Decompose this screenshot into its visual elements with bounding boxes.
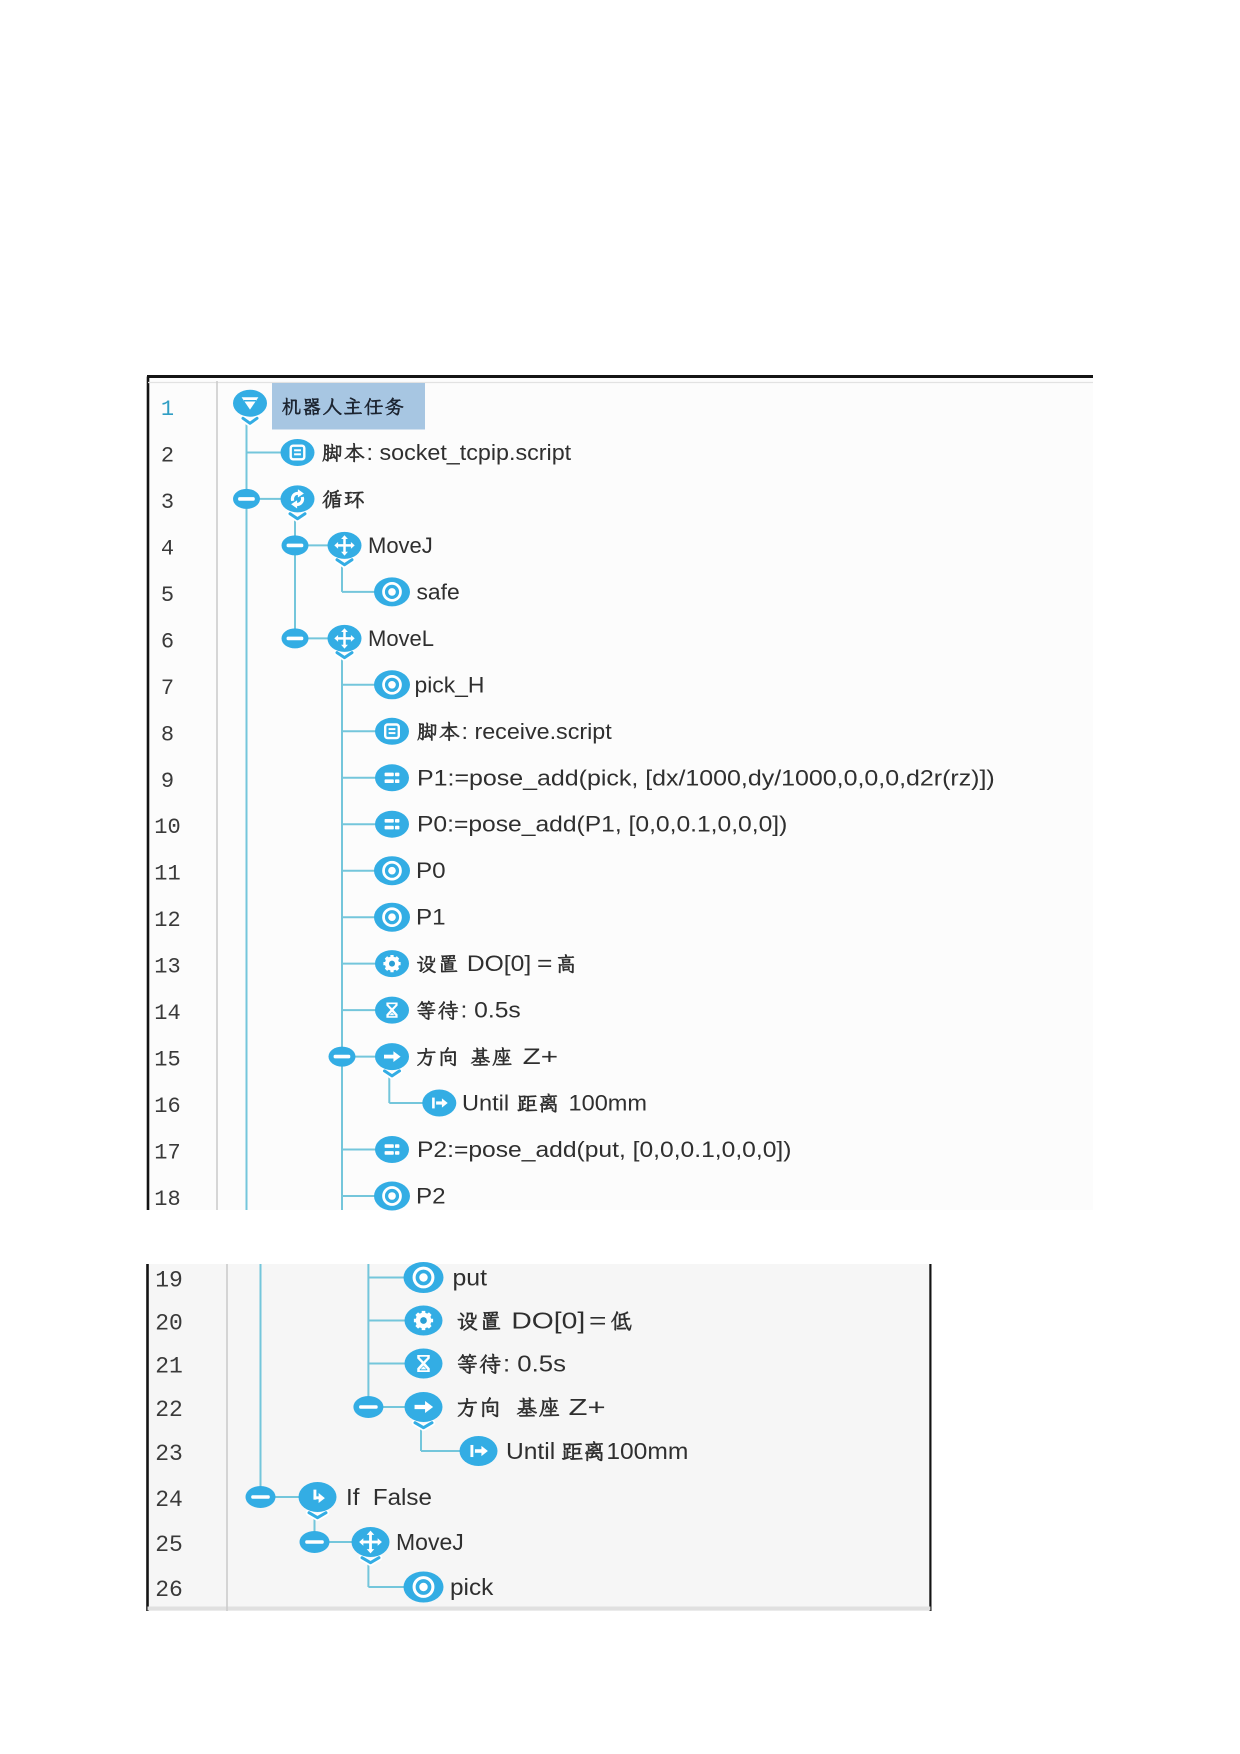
svg-text:100mm: 100mm [562, 1090, 647, 1115]
svg-text:2: 2 [161, 444, 174, 469]
svg-text:100mm: 100mm [600, 1439, 689, 1465]
svg-text:4: 4 [161, 536, 174, 561]
svg-text:pick_H: pick_H [415, 673, 485, 698]
svg-text:8: 8 [161, 722, 174, 747]
svg-text:6: 6 [161, 629, 174, 654]
svg-text:=: = [537, 952, 552, 976]
svg-text:: socket_tcpip.script: : socket_tcpip.script [367, 440, 572, 465]
svg-text:20: 20 [155, 1311, 183, 1337]
svg-text:Z+: Z+ [569, 1394, 606, 1420]
svg-text:DO[0]: DO[0] [460, 951, 531, 975]
svg-text:Until: Until [462, 1090, 516, 1115]
svg-text:safe: safe [417, 580, 460, 605]
svg-text:: 0.5s: : 0.5s [461, 998, 521, 1022]
svg-text:P0:=pose_add(P1, [0,0,0.1,0,0,: P0:=pose_add(P1, [0,0,0.1,0,0,0]) [417, 812, 787, 836]
svg-text:P1: P1 [416, 905, 446, 930]
svg-text:23: 23 [155, 1441, 183, 1467]
svg-text:put: put [453, 1265, 488, 1291]
svg-text:=: = [589, 1308, 606, 1334]
svg-text:P2:=pose_add(put, [0,0,0.1,0,0: P2:=pose_add(put, [0,0,0.1,0,0,0]) [417, 1137, 791, 1161]
svg-text:If False: If False [346, 1485, 432, 1510]
svg-text:3: 3 [161, 490, 174, 515]
svg-text:MoveJ: MoveJ [396, 1529, 464, 1555]
svg-text:26: 26 [155, 1577, 183, 1603]
svg-text:7: 7 [161, 676, 174, 701]
svg-text:16: 16 [154, 1094, 180, 1119]
svg-text:11: 11 [154, 862, 180, 887]
svg-text:17: 17 [154, 1141, 180, 1166]
svg-text:24: 24 [155, 1487, 183, 1513]
svg-text:P1:=pose_add(pick, [dx/1000,dy: P1:=pose_add(pick, [dx/1000,dy/1000,0,0,… [417, 766, 995, 790]
svg-text:9: 9 [161, 769, 174, 794]
svg-text:: 0.5s: : 0.5s [503, 1352, 566, 1377]
svg-text:19: 19 [155, 1268, 183, 1294]
svg-text:10: 10 [154, 815, 180, 840]
svg-text:13: 13 [154, 955, 180, 980]
svg-text:14: 14 [154, 1001, 180, 1026]
svg-text:5: 5 [161, 583, 174, 608]
svg-text:15: 15 [154, 1048, 180, 1073]
svg-text:Until: Until [506, 1439, 562, 1465]
svg-text:22: 22 [155, 1397, 183, 1423]
svg-text:1: 1 [161, 397, 174, 422]
svg-text:P2: P2 [416, 1184, 446, 1209]
svg-text:MoveJ: MoveJ [368, 533, 433, 558]
svg-text:12: 12 [154, 908, 180, 933]
svg-text:Z+: Z+ [523, 1044, 558, 1069]
svg-text:: receive.script: : receive.script [462, 718, 613, 743]
svg-text:MoveL: MoveL [368, 626, 434, 651]
svg-text:18: 18 [154, 1187, 180, 1212]
svg-text:pick: pick [450, 1576, 493, 1601]
svg-text:21: 21 [155, 1354, 183, 1380]
svg-text:P0: P0 [416, 858, 446, 883]
svg-text:DO[0]: DO[0] [504, 1309, 586, 1334]
svg-text:25: 25 [155, 1532, 183, 1558]
